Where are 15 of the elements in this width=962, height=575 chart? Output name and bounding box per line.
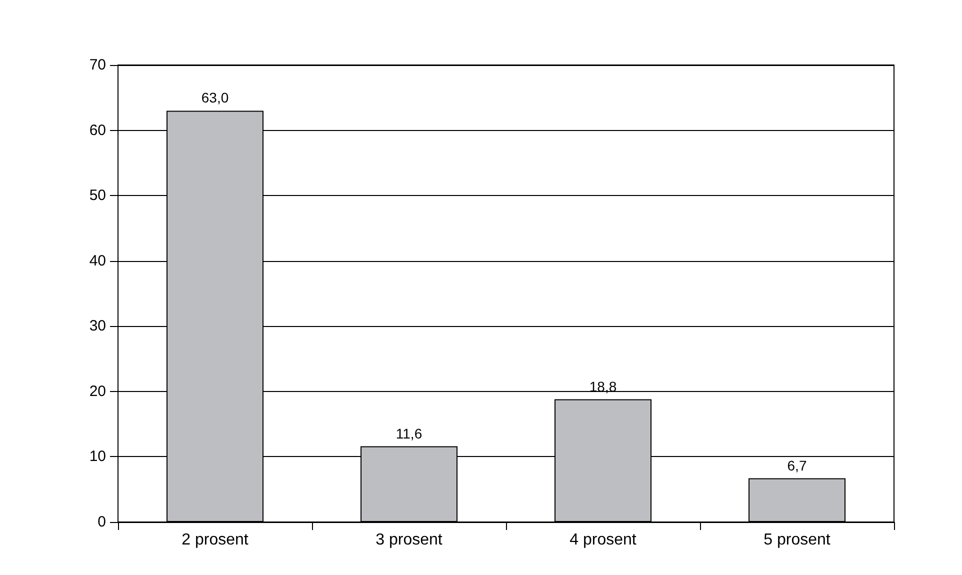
y-tick-label: 60 [89,122,106,139]
y-tick-label: 20 [89,382,106,400]
y-tick-label: 70 [89,56,106,74]
x-tick-label: 4 prosent [570,532,637,548]
y-tick-label: 40 [89,252,106,270]
x-tick-label: 3 prosent [376,532,443,548]
data-label: 6,7 [787,457,807,474]
x-tick-label: 5 prosent [764,532,831,548]
x-tick-label: 2 prosent [182,532,249,548]
y-tick-label: 50 [89,187,106,204]
y-tick-label: 30 [89,318,106,335]
data-label: 63,0 [201,90,229,106]
y-tick-label: 10 [89,448,106,466]
y-tick-label: 0 [98,514,106,530]
data-label: 11,6 [396,425,422,442]
